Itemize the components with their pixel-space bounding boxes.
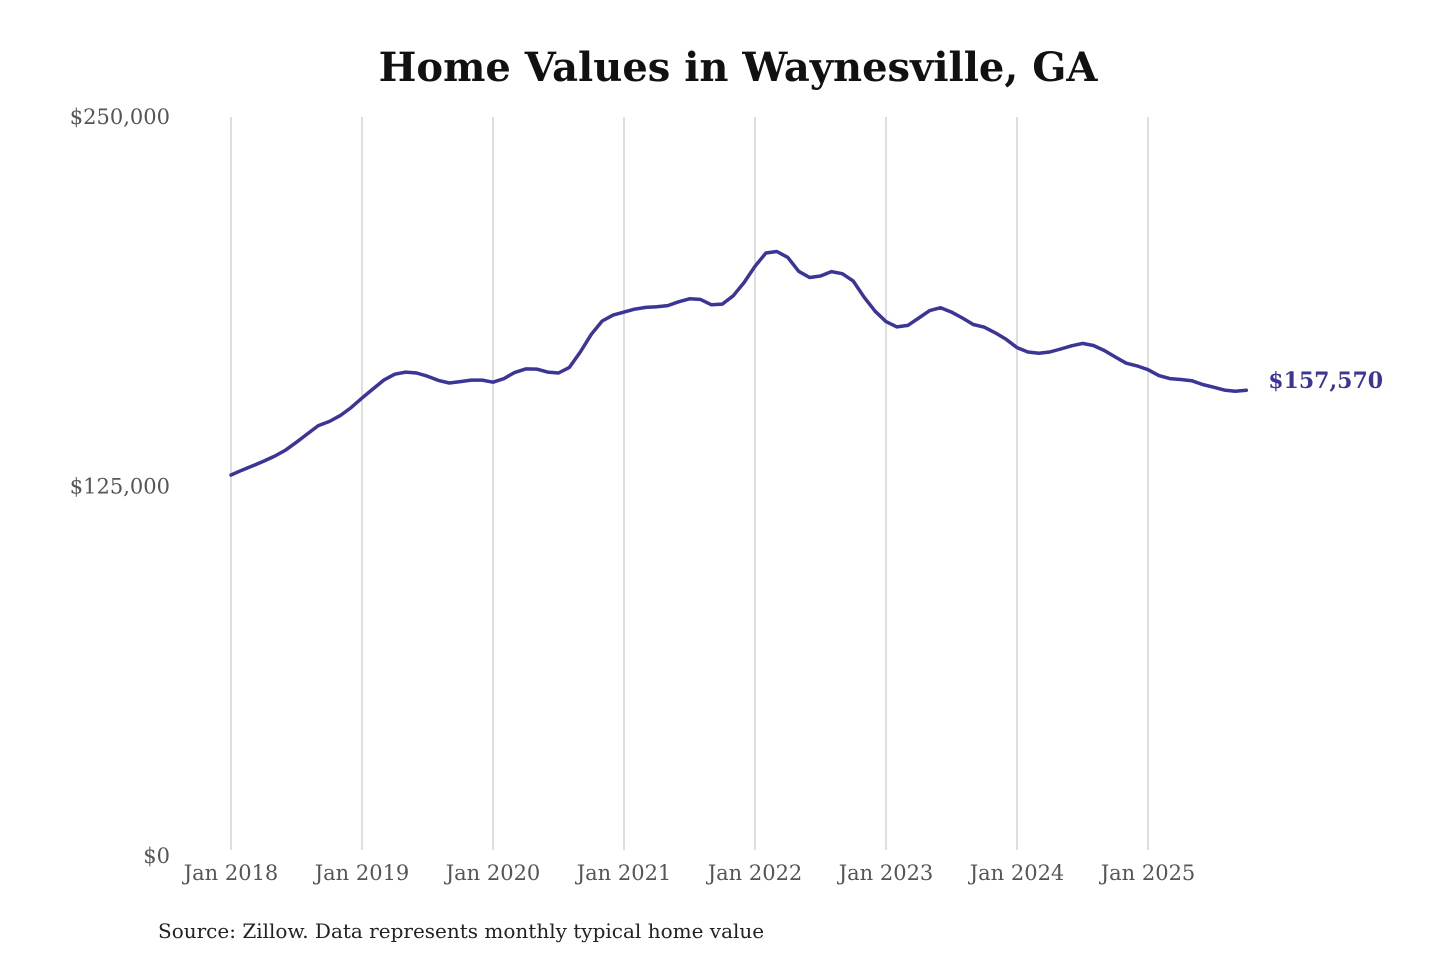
x-tick-label: Jan 2018 xyxy=(182,861,279,885)
x-tick-label: Jan 2024 xyxy=(968,861,1065,885)
y-tick-label: $250,000 xyxy=(70,105,170,129)
source-note: Source: Zillow. Data represents monthly … xyxy=(158,919,764,943)
chart-title: Home Values in Waynesville, GA xyxy=(379,44,1099,91)
x-tick-label: Jan 2019 xyxy=(313,861,410,885)
x-tick-label: Jan 2021 xyxy=(575,861,672,885)
series-line xyxy=(229,249,1249,477)
x-tick-label: Jan 2020 xyxy=(444,861,541,885)
x-tick-label: Jan 2022 xyxy=(706,861,803,885)
y-tick-label: $125,000 xyxy=(70,475,170,499)
x-axis: Jan 2018 Jan 2019 Jan 2020 Jan 2021 Jan 2022… xyxy=(182,861,1196,885)
gridlines xyxy=(230,117,1149,850)
x-tick-label: Jan 2023 xyxy=(837,861,934,885)
x-tick-label: Jan 2025 xyxy=(1099,861,1196,885)
end-value-label: $157,570 xyxy=(1268,368,1383,394)
y-tick-label: $0 xyxy=(143,844,170,868)
y-axis: $0 $125,000 $250,000 xyxy=(70,105,170,868)
